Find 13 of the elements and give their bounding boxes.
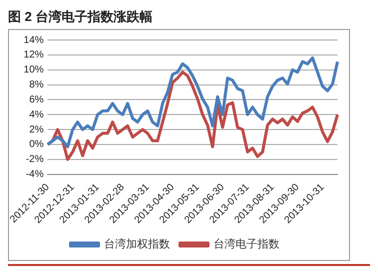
y-tick-label: 14% — [24, 34, 44, 46]
y-tick-label: 10% — [24, 64, 44, 76]
y-tick-label: -2% — [26, 154, 44, 166]
chart-title: 图 2 台湾电子指数涨跌幅 — [8, 8, 154, 26]
legend-label: 台湾电子指数 — [214, 238, 280, 251]
y-tick-label: 2% — [29, 124, 44, 136]
y-tick-label: 4% — [29, 109, 44, 120]
y-tick-label: 8% — [29, 80, 44, 91]
y-tick-label: 0% — [29, 139, 44, 150]
y-tick-label: 6% — [29, 94, 44, 106]
legend-label: 台湾加权指数 — [104, 238, 170, 251]
y-tick-label: -4% — [26, 169, 44, 180]
y-tick-label: 12% — [24, 50, 44, 61]
